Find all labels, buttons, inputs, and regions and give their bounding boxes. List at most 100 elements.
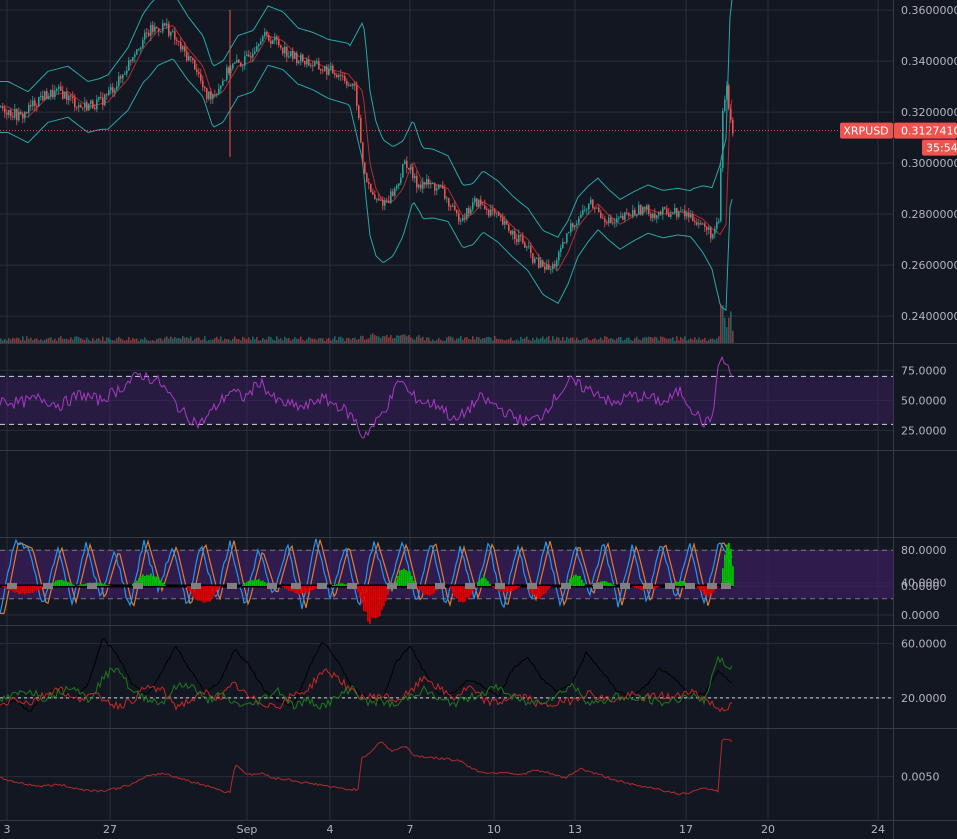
candle-body	[520, 235, 522, 237]
price-axis[interactable]: 0.3600000 0.3400000 0.3200000 0.3000000 0.28…	[901, 4, 957, 783]
macd-bar	[537, 586, 539, 600]
volume-bar	[102, 336, 104, 343]
candle	[240, 61, 242, 68]
macd-bar	[312, 586, 314, 591]
macd-bar	[97, 582, 99, 586]
volume-bar	[82, 339, 84, 343]
candle-body	[382, 200, 384, 206]
candle-body	[562, 242, 564, 248]
candle	[684, 205, 686, 221]
price-tick-label: 0.3000000	[901, 157, 957, 170]
candle	[588, 203, 590, 215]
candle-body	[312, 65, 314, 67]
macd-bar	[579, 575, 581, 586]
candle-body	[50, 89, 52, 97]
volume-bar	[72, 339, 74, 343]
candle-body	[184, 46, 186, 52]
candle-body	[292, 51, 294, 59]
volume-bar	[604, 336, 606, 343]
volume-bar	[562, 337, 564, 343]
macd-cross-marker	[87, 583, 97, 589]
candle	[480, 195, 482, 210]
candle	[22, 111, 24, 124]
candle	[584, 205, 586, 213]
macd-pane[interactable]	[0, 542, 734, 624]
time-axis[interactable]: 3 27 Sep 4 7 10 13 17 20 24	[4, 823, 886, 836]
candle	[590, 196, 592, 206]
candle-body	[554, 264, 556, 267]
candle	[244, 50, 246, 70]
candle-body	[376, 198, 378, 200]
candle	[338, 72, 340, 81]
volume-bar	[518, 340, 520, 343]
macd-bar	[142, 574, 144, 586]
candle-body	[58, 86, 60, 89]
volume-bar	[444, 340, 446, 343]
price-pane[interactable]	[0, 0, 893, 343]
candle	[180, 37, 182, 53]
candle-body	[598, 207, 600, 213]
macd-bar	[711, 586, 713, 594]
candle	[194, 58, 196, 71]
candle	[636, 213, 638, 218]
candle	[120, 74, 122, 84]
candle	[184, 41, 186, 57]
volume-bar	[168, 338, 170, 343]
candle	[712, 233, 714, 240]
candle	[256, 41, 258, 52]
candle	[676, 207, 678, 221]
candle	[278, 35, 280, 48]
last-price-label: 0.3127410	[901, 125, 957, 138]
rsi-pane[interactable]	[0, 355, 893, 439]
macd-bar	[187, 586, 189, 590]
macd-bar	[606, 581, 608, 586]
volume-bar	[588, 339, 590, 343]
candle	[198, 67, 200, 78]
volume-bar	[484, 338, 486, 343]
macd-bar	[336, 584, 338, 586]
candle-body	[536, 258, 538, 259]
atr-pane[interactable]	[0, 738, 733, 796]
candle-body	[516, 239, 518, 242]
volume-bar	[396, 335, 398, 343]
macd-bar	[377, 586, 379, 618]
candle-body	[346, 80, 348, 86]
candle-body	[240, 62, 242, 67]
candle-body	[138, 49, 140, 50]
candle-body	[434, 183, 436, 191]
volume-bar	[172, 338, 174, 343]
candle-body	[476, 198, 478, 207]
candle-body	[670, 214, 672, 217]
candle	[66, 87, 68, 105]
candle-body	[36, 106, 38, 107]
candle-body	[22, 113, 24, 119]
dmi-pane[interactable]	[0, 637, 893, 713]
candle-body	[496, 212, 498, 214]
candle-body	[152, 24, 154, 32]
candle	[514, 228, 516, 245]
macd-bar	[264, 582, 266, 586]
volume-bar	[350, 339, 352, 343]
volume-bar	[78, 337, 80, 343]
volume-bar	[714, 339, 716, 343]
candle	[430, 180, 432, 189]
candle-body	[578, 217, 580, 224]
candle	[266, 30, 268, 37]
candle-body	[566, 233, 568, 243]
macd-bar	[529, 586, 531, 593]
candle-body	[510, 230, 512, 235]
candle-body	[72, 96, 74, 99]
volume-bar	[716, 338, 718, 343]
stochastic-pane[interactable]	[0, 538, 893, 614]
candle	[486, 206, 488, 215]
candle	[88, 103, 90, 111]
volume-bar	[370, 334, 372, 343]
macd-bar	[258, 578, 260, 586]
candle-body	[570, 223, 572, 233]
candle	[664, 206, 666, 210]
candle	[594, 207, 596, 214]
candle	[726, 81, 728, 102]
macd-bar	[22, 586, 24, 594]
